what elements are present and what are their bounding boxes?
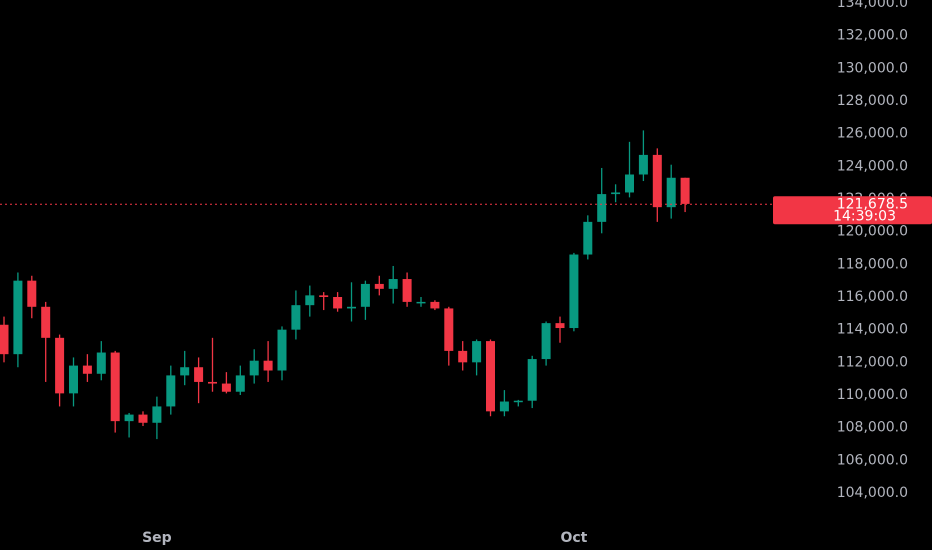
candle-body: [138, 414, 148, 423]
candle-body: [82, 365, 92, 374]
candle-body: [569, 254, 579, 329]
y-tick-label: 116,000.0: [837, 289, 908, 305]
last-price-box: [773, 196, 932, 225]
y-tick-label: 104,000.0: [837, 485, 908, 501]
candle-body: [666, 177, 676, 208]
candle-body: [402, 279, 412, 302]
candle-body: [430, 301, 440, 309]
candle-body: [374, 283, 384, 289]
y-tick-label: 114,000.0: [837, 322, 908, 338]
candle-body: [319, 295, 329, 297]
candle-body: [527, 359, 537, 401]
y-tick-label: 130,000.0: [837, 60, 908, 76]
y-tick-label: 106,000.0: [837, 452, 908, 468]
candle-body: [360, 283, 370, 307]
candle-body: [611, 192, 621, 195]
candle-body: [13, 280, 23, 355]
candle-body: [235, 375, 245, 392]
candle-body: [69, 365, 78, 394]
candle-body: [541, 323, 551, 360]
candle-body: [263, 360, 273, 371]
candle-body: [27, 280, 37, 307]
candle-body: [110, 352, 120, 422]
candle-body: [55, 337, 65, 394]
y-tick-label: 110,000.0: [837, 387, 908, 403]
candle-body: [513, 400, 523, 403]
candle-body: [486, 341, 495, 412]
y-tick-label: 124,000.0: [837, 158, 908, 174]
candle-body: [652, 154, 662, 208]
candle-body: [0, 324, 9, 355]
candle-body: [472, 341, 482, 363]
y-tick-label: 120,000.0: [837, 224, 908, 240]
candle-body: [597, 194, 607, 222]
candle-body: [583, 221, 593, 255]
y-tick-label: 134,000.0: [837, 0, 908, 11]
candle-body: [499, 401, 509, 412]
candle-body: [625, 174, 634, 193]
y-tick-label: 118,000.0: [837, 256, 908, 272]
candle-body: [638, 154, 648, 175]
y-tick-label: 126,000.0: [837, 126, 908, 142]
candle-body: [416, 301, 426, 304]
candle-body: [347, 306, 356, 309]
countdown: 14:39:03: [833, 208, 896, 224]
y-tick-label: 132,000.0: [837, 28, 908, 44]
candle-body: [124, 414, 134, 422]
candle-body: [305, 295, 315, 306]
candle-body: [208, 381, 217, 384]
candle-body: [180, 367, 190, 376]
candle-body: [221, 383, 231, 392]
candle-body: [291, 305, 301, 330]
candle-body: [194, 367, 204, 382]
candle-body: [249, 360, 259, 376]
candle-body: [458, 350, 468, 363]
candle-body: [152, 406, 162, 423]
last-price-label: 121,678.5: [837, 196, 908, 212]
candle-body: [388, 279, 398, 289]
candle-body: [444, 308, 454, 351]
y-tick-label: 108,000.0: [837, 420, 908, 436]
candle-body: [41, 306, 51, 338]
candle-body: [277, 329, 287, 371]
candle-body: [680, 177, 690, 204]
x-tick-label: Sep: [142, 530, 172, 546]
candle-body: [555, 323, 565, 329]
candle-body: [166, 375, 176, 407]
x-tick-label: Oct: [560, 530, 587, 546]
y-tick-label: 112,000.0: [837, 354, 908, 370]
candle-body: [333, 297, 343, 309]
candle-body: [96, 352, 106, 374]
y-tick-label: 128,000.0: [837, 93, 908, 109]
